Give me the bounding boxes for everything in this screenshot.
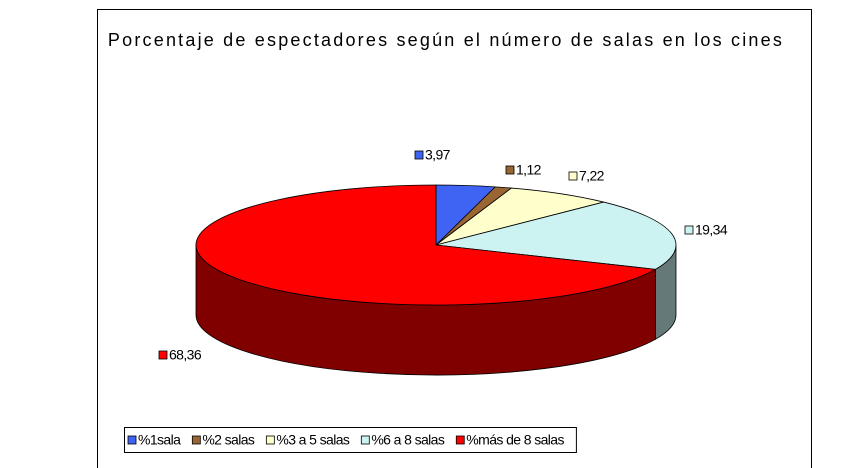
legend-label: %2 salas (202, 432, 255, 448)
data-label: 7,22 (579, 168, 605, 184)
data-label: 68,36 (169, 347, 202, 363)
slice (435, 201, 677, 270)
chart-title: Porcentaje de espectadores según el núme… (107, 30, 785, 50)
label-swatch (414, 150, 424, 160)
legend-swatch (455, 435, 465, 445)
data-label: 19,34 (695, 222, 728, 238)
label-swatch (568, 171, 578, 181)
legend-label: %6 a 8 salas (371, 432, 445, 448)
legend-swatch (127, 435, 137, 445)
legend-label: %más de 8 salas (466, 432, 564, 448)
label-swatch (505, 165, 515, 175)
label-swatch (684, 225, 694, 235)
legend-swatch (191, 435, 201, 445)
slice (435, 187, 604, 246)
label-swatch (158, 350, 168, 360)
slice (195, 184, 657, 306)
legend-swatch (265, 435, 275, 445)
legend-label: %1sala (138, 432, 181, 448)
data-label: 1,12 (516, 162, 542, 178)
legend-swatch (360, 435, 370, 445)
legend-label: %3 a 5 salas (276, 432, 350, 448)
data-label: 3,97 (425, 147, 451, 163)
